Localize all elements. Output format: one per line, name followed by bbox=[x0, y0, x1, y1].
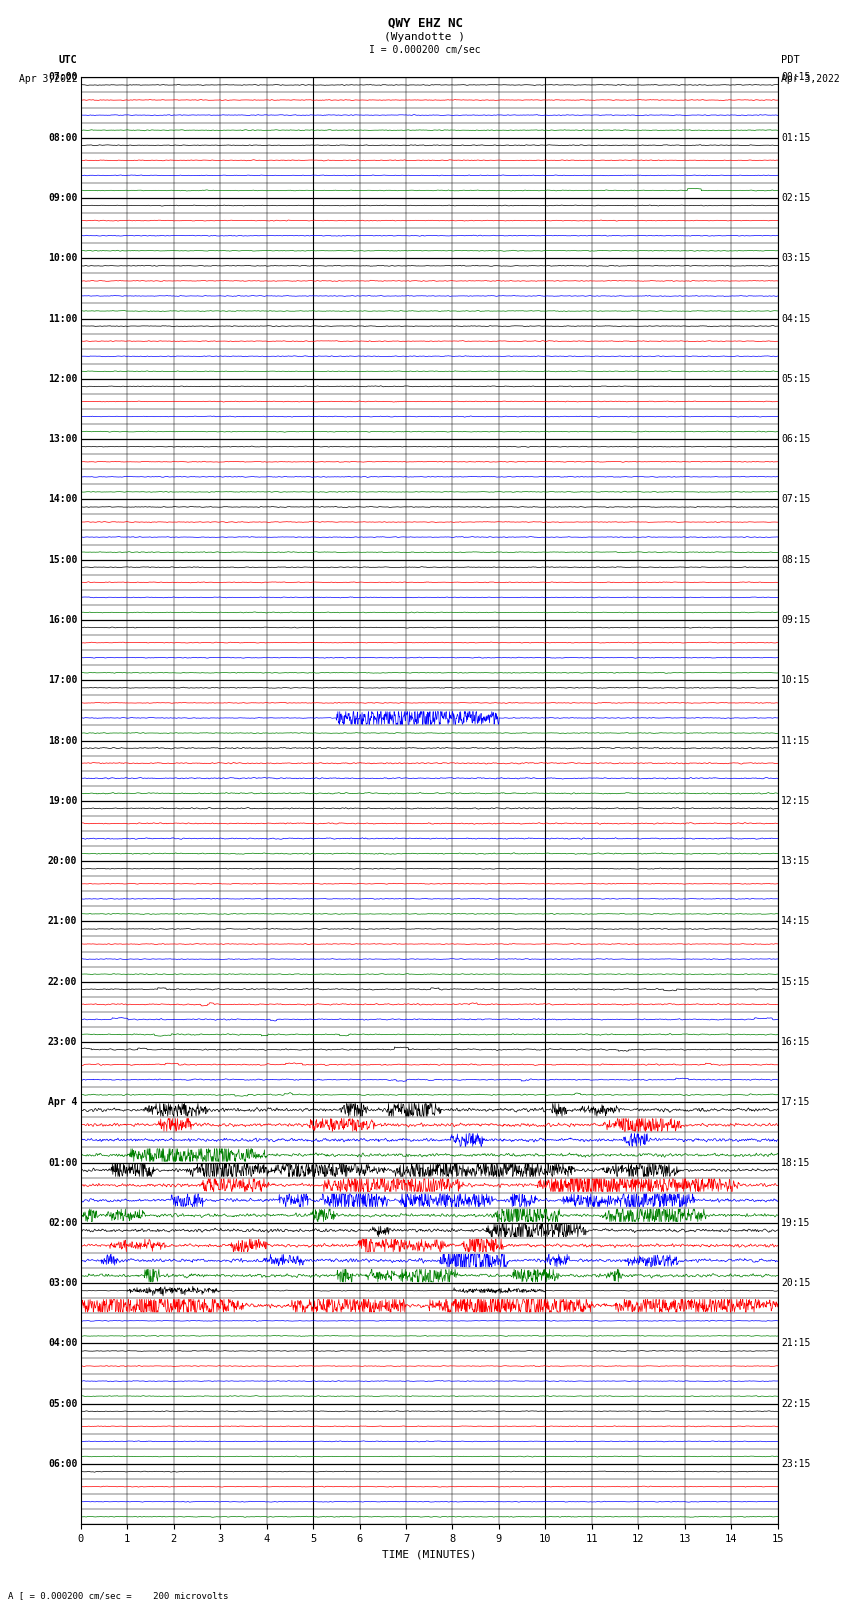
Text: I = 0.000200 cm/sec: I = 0.000200 cm/sec bbox=[369, 45, 481, 55]
Text: 23:15: 23:15 bbox=[781, 1460, 811, 1469]
Text: Apr 4: Apr 4 bbox=[48, 1097, 77, 1107]
Text: 11:00: 11:00 bbox=[48, 313, 77, 324]
Text: 14:15: 14:15 bbox=[781, 916, 811, 926]
Text: 09:00: 09:00 bbox=[48, 194, 77, 203]
Text: 02:15: 02:15 bbox=[781, 194, 811, 203]
Text: UTC: UTC bbox=[59, 55, 77, 65]
Text: 22:00: 22:00 bbox=[48, 977, 77, 987]
Text: 14:00: 14:00 bbox=[48, 495, 77, 505]
Text: 17:15: 17:15 bbox=[781, 1097, 811, 1107]
Text: 10:00: 10:00 bbox=[48, 253, 77, 263]
Text: 15:00: 15:00 bbox=[48, 555, 77, 565]
Text: 17:00: 17:00 bbox=[48, 676, 77, 686]
Text: 01:15: 01:15 bbox=[781, 132, 811, 142]
Text: 16:15: 16:15 bbox=[781, 1037, 811, 1047]
Text: 08:00: 08:00 bbox=[48, 132, 77, 142]
Text: 02:00: 02:00 bbox=[48, 1218, 77, 1227]
Text: 03:15: 03:15 bbox=[781, 253, 811, 263]
Text: 07:00: 07:00 bbox=[48, 73, 77, 82]
Text: 00:15: 00:15 bbox=[781, 73, 811, 82]
Text: 13:15: 13:15 bbox=[781, 857, 811, 866]
Text: 19:00: 19:00 bbox=[48, 795, 77, 806]
Text: PDT: PDT bbox=[781, 55, 800, 65]
Text: 07:15: 07:15 bbox=[781, 495, 811, 505]
Text: Apr 3,2022: Apr 3,2022 bbox=[19, 74, 77, 84]
Text: 15:15: 15:15 bbox=[781, 977, 811, 987]
Text: 13:00: 13:00 bbox=[48, 434, 77, 444]
Text: 18:15: 18:15 bbox=[781, 1158, 811, 1168]
Text: 09:15: 09:15 bbox=[781, 615, 811, 624]
Text: 20:15: 20:15 bbox=[781, 1277, 811, 1289]
X-axis label: TIME (MINUTES): TIME (MINUTES) bbox=[382, 1550, 477, 1560]
Text: 03:00: 03:00 bbox=[48, 1277, 77, 1289]
Text: 12:15: 12:15 bbox=[781, 795, 811, 806]
Text: 04:15: 04:15 bbox=[781, 313, 811, 324]
Text: QWY EHZ NC: QWY EHZ NC bbox=[388, 16, 462, 29]
Text: 11:15: 11:15 bbox=[781, 736, 811, 745]
Text: A [ = 0.000200 cm/sec =    200 microvolts: A [ = 0.000200 cm/sec = 200 microvolts bbox=[8, 1590, 229, 1600]
Text: 19:15: 19:15 bbox=[781, 1218, 811, 1227]
Text: 04:00: 04:00 bbox=[48, 1339, 77, 1348]
Text: 16:00: 16:00 bbox=[48, 615, 77, 624]
Text: 21:15: 21:15 bbox=[781, 1339, 811, 1348]
Text: 21:00: 21:00 bbox=[48, 916, 77, 926]
Text: 06:15: 06:15 bbox=[781, 434, 811, 444]
Text: 22:15: 22:15 bbox=[781, 1398, 811, 1408]
Text: 08:15: 08:15 bbox=[781, 555, 811, 565]
Text: 10:15: 10:15 bbox=[781, 676, 811, 686]
Text: 12:00: 12:00 bbox=[48, 374, 77, 384]
Text: (Wyandotte ): (Wyandotte ) bbox=[384, 32, 466, 42]
Text: 23:00: 23:00 bbox=[48, 1037, 77, 1047]
Text: 18:00: 18:00 bbox=[48, 736, 77, 745]
Text: 05:15: 05:15 bbox=[781, 374, 811, 384]
Text: 05:00: 05:00 bbox=[48, 1398, 77, 1408]
Text: 01:00: 01:00 bbox=[48, 1158, 77, 1168]
Text: 06:00: 06:00 bbox=[48, 1460, 77, 1469]
Text: 20:00: 20:00 bbox=[48, 857, 77, 866]
Text: Apr 3,2022: Apr 3,2022 bbox=[781, 74, 840, 84]
